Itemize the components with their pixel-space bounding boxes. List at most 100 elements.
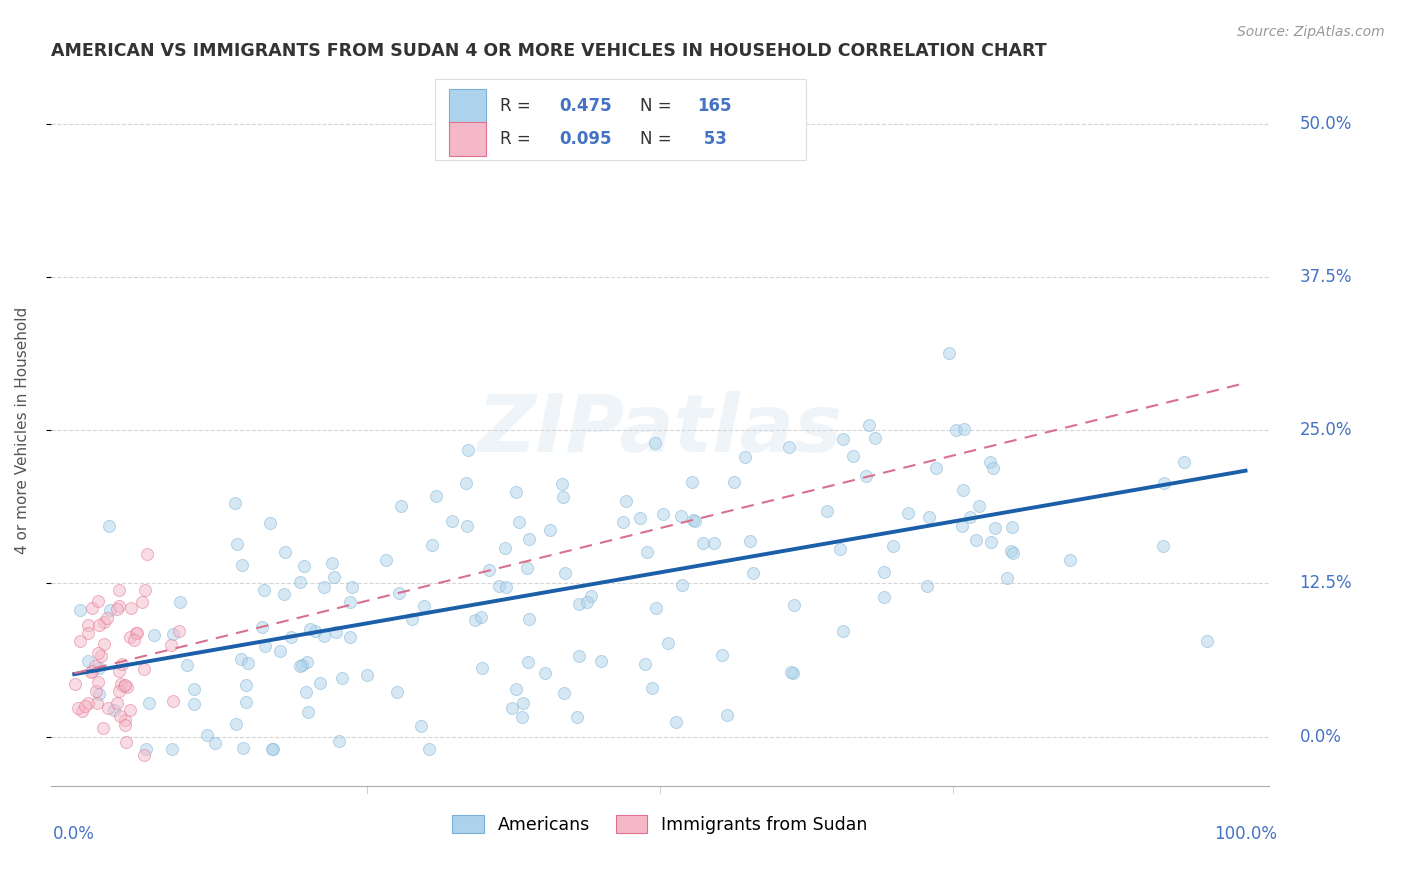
Point bbox=[339, 630, 361, 644]
Point bbox=[979, 455, 1001, 469]
Point bbox=[505, 484, 527, 499]
Point bbox=[512, 710, 534, 724]
Text: 0.475: 0.475 bbox=[558, 96, 612, 115]
Point bbox=[980, 535, 1002, 549]
Point bbox=[952, 483, 974, 498]
Point bbox=[965, 533, 987, 548]
Point bbox=[235, 695, 257, 709]
Point bbox=[681, 475, 703, 490]
Point bbox=[418, 741, 440, 756]
Point bbox=[984, 520, 1007, 534]
Point bbox=[114, 714, 136, 728]
Point bbox=[125, 626, 148, 640]
Point bbox=[98, 519, 121, 533]
Text: 0.095: 0.095 bbox=[558, 130, 612, 148]
Point bbox=[339, 595, 361, 609]
Point bbox=[938, 345, 960, 359]
Point bbox=[80, 665, 103, 679]
Point bbox=[842, 449, 865, 463]
Point bbox=[567, 709, 589, 723]
Point bbox=[280, 631, 302, 645]
Point bbox=[127, 626, 149, 640]
Text: AMERICAN VS IMMIGRANTS FROM SUDAN 4 OR MORE VEHICLES IN HOUSEHOLD CORRELATION CH: AMERICAN VS IMMIGRANTS FROM SUDAN 4 OR M… bbox=[51, 42, 1046, 60]
Point bbox=[103, 703, 125, 717]
Point bbox=[411, 719, 433, 733]
Point bbox=[183, 697, 205, 711]
Point bbox=[111, 657, 134, 671]
Point bbox=[108, 709, 131, 723]
Point bbox=[778, 440, 800, 454]
Point bbox=[950, 519, 973, 533]
Point bbox=[495, 580, 517, 594]
Point bbox=[77, 626, 100, 640]
Point bbox=[231, 558, 253, 573]
Point bbox=[77, 697, 100, 711]
Point bbox=[131, 595, 153, 609]
Point bbox=[89, 618, 111, 632]
Point bbox=[589, 654, 612, 668]
Point bbox=[253, 583, 276, 598]
Point bbox=[132, 747, 155, 762]
Point bbox=[87, 687, 110, 701]
Point bbox=[162, 694, 184, 708]
Point bbox=[110, 677, 132, 691]
Point bbox=[314, 580, 336, 594]
Point bbox=[136, 547, 159, 561]
Point bbox=[250, 620, 273, 634]
Point bbox=[657, 636, 679, 650]
Point bbox=[330, 671, 353, 685]
Point bbox=[108, 583, 131, 598]
Point bbox=[494, 541, 516, 555]
Point bbox=[579, 589, 602, 603]
Point bbox=[533, 665, 555, 680]
Point bbox=[291, 657, 314, 672]
Point bbox=[259, 516, 281, 531]
Point bbox=[114, 718, 136, 732]
Point bbox=[401, 612, 423, 626]
Point bbox=[235, 678, 257, 692]
Point bbox=[96, 611, 118, 625]
Point bbox=[634, 657, 657, 671]
Point bbox=[273, 545, 295, 559]
Point bbox=[671, 508, 693, 523]
Point bbox=[262, 741, 284, 756]
Point bbox=[290, 658, 312, 673]
Point bbox=[1059, 553, 1081, 567]
Point bbox=[612, 515, 634, 529]
Point bbox=[983, 461, 1005, 475]
Point bbox=[114, 678, 136, 692]
Point bbox=[779, 665, 801, 680]
Point bbox=[262, 741, 284, 756]
Point bbox=[553, 490, 575, 504]
Point bbox=[644, 600, 666, 615]
Point bbox=[471, 661, 494, 675]
Text: 0.0%: 0.0% bbox=[1299, 728, 1341, 746]
Point bbox=[65, 676, 87, 690]
Point bbox=[309, 676, 332, 690]
Point bbox=[517, 612, 540, 626]
Bar bbox=[449, 122, 485, 156]
Bar bbox=[434, 78, 806, 161]
Point bbox=[959, 509, 981, 524]
Point bbox=[628, 511, 651, 525]
Point bbox=[66, 700, 89, 714]
Point bbox=[389, 499, 412, 513]
Text: N =: N = bbox=[640, 130, 678, 148]
Point bbox=[512, 696, 534, 710]
Point bbox=[945, 423, 967, 437]
Point bbox=[742, 566, 765, 580]
Point bbox=[454, 476, 477, 491]
Point bbox=[554, 566, 576, 580]
Point bbox=[312, 629, 335, 643]
Point bbox=[1001, 520, 1024, 534]
Point bbox=[665, 714, 688, 729]
Point bbox=[832, 624, 855, 638]
Point bbox=[441, 515, 464, 529]
Point bbox=[915, 579, 938, 593]
Point bbox=[118, 630, 141, 644]
Point bbox=[553, 686, 575, 700]
Point bbox=[711, 648, 734, 662]
Point bbox=[238, 657, 260, 671]
Point bbox=[108, 665, 131, 679]
Text: 50.0%: 50.0% bbox=[1299, 115, 1351, 133]
